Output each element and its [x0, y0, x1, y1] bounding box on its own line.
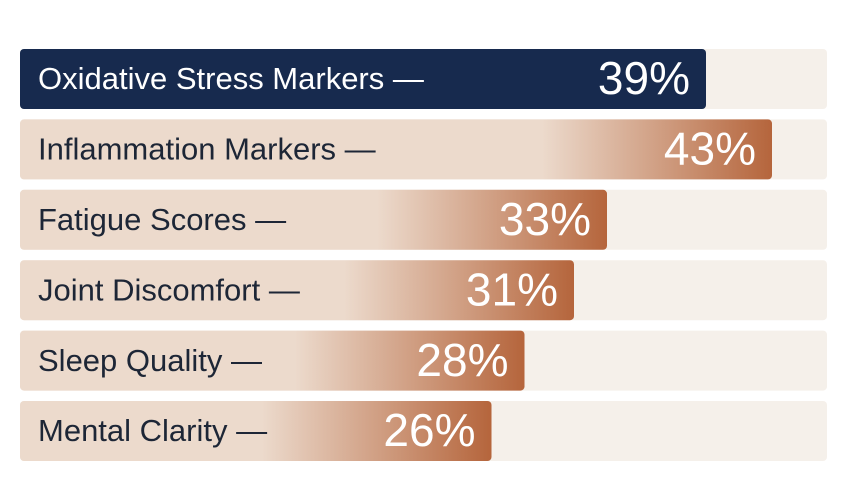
bar-label: Joint Discomfort —: [38, 272, 300, 307]
bar-label: Fatigue Scores —: [38, 202, 286, 237]
value-label: 26%: [383, 404, 475, 456]
bar: [20, 330, 525, 391]
value-label: 39%: [598, 52, 690, 104]
bar: [20, 189, 607, 250]
bar-label: Oxidative Stress Markers —: [38, 61, 424, 96]
value-label: 31%: [466, 263, 558, 315]
bar: [20, 401, 492, 461]
bar: [20, 260, 574, 321]
value-label: 43%: [664, 123, 756, 175]
bar-label: Inflammation Markers —: [38, 132, 376, 167]
value-label: 33%: [499, 193, 591, 245]
bar: [20, 49, 706, 109]
value-label: 28%: [416, 334, 508, 386]
bar-label: Sleep Quality —: [38, 343, 262, 378]
bar: [20, 119, 772, 180]
bar-label: Mental Clarity —: [38, 413, 267, 448]
